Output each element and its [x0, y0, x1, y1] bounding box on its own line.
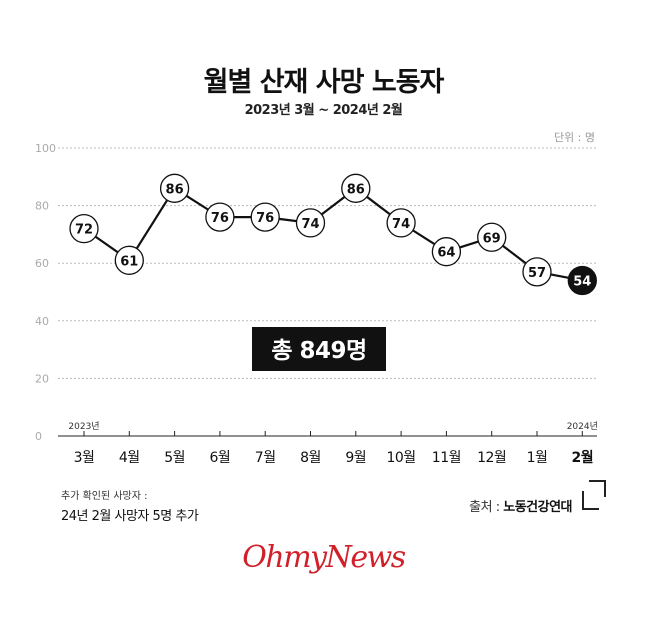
chart-title: 월별 산재 사망 노동자: [203, 67, 445, 98]
data-point: [431, 237, 462, 267]
x-tick-label: 10월: [386, 450, 415, 466]
x-tick-label: 5월: [164, 450, 185, 466]
series-line: [83, 187, 583, 282]
source-prefix: 출처 :: [469, 500, 504, 515]
source-credit: 출처 : 노동건강연대: [469, 496, 572, 515]
y-tick-label: 80: [35, 200, 49, 213]
data-label: 76: [211, 211, 229, 226]
chart-subtitle: 2023년 3월 ~ 2024년 2월: [244, 103, 403, 118]
footnote: 추가 확인된 사망자 : 24년 2월 사망자 5명 추가: [61, 487, 199, 524]
x-tick-label: 4월: [119, 450, 140, 466]
footnote-line-1: 추가 확인된 사망자 :: [61, 491, 148, 502]
data-label: 61: [120, 254, 138, 269]
data-point: [114, 245, 144, 275]
year-marker: 2023년: [68, 421, 99, 432]
data-point: [386, 208, 416, 238]
data-point: [250, 202, 280, 232]
data-label: 69: [483, 231, 501, 246]
unit-label: 단위 : 명: [553, 131, 595, 144]
total-badge: [252, 327, 386, 371]
data-point: [477, 222, 507, 252]
data-label: 64: [437, 246, 455, 261]
data-point: [159, 173, 190, 203]
total-label: 총 849명: [271, 338, 366, 364]
brand-logo: OhmyNews: [242, 540, 406, 575]
source-org: 노동건강연대: [503, 500, 572, 515]
x-tick-label: 8월: [300, 450, 321, 466]
y-tick-label: 0: [35, 430, 42, 443]
data-point: [295, 208, 326, 238]
year-marker: 2024년: [567, 421, 598, 432]
data-label: 54: [573, 274, 591, 289]
data-point: [522, 257, 552, 287]
footnote-line-2: 24년 2월 사망자 5명 추가: [61, 509, 199, 524]
data-point: [567, 265, 597, 296]
data-label: 86: [347, 182, 365, 197]
data-label: 76: [256, 211, 274, 226]
x-tick-label: 11월: [432, 450, 461, 466]
data-point: [69, 213, 99, 244]
data-point: [341, 173, 371, 203]
x-tick-label: 12월: [477, 450, 506, 466]
x-tick-label: 2월: [571, 449, 593, 466]
data-label: 74: [392, 217, 410, 232]
x-tick-label: 6월: [210, 450, 231, 466]
data-label: 86: [166, 182, 184, 197]
data-label: 72: [75, 223, 93, 238]
y-tick-label: 20: [35, 372, 49, 385]
data-label: 57: [528, 266, 546, 281]
y-tick-label: 60: [35, 257, 49, 270]
data-point: [205, 202, 235, 232]
x-tick-label: 1월: [527, 450, 548, 466]
x-tick-label: 3월: [74, 450, 95, 466]
line-chart: 0 20 40 60 80 100 3월 4월 5월 6월 7월 8월 9월 10월 11월 12월 1월 2월 2…: [35, 142, 598, 466]
source-logo-icon: [582, 480, 606, 510]
y-tick-label: 100: [35, 142, 56, 155]
y-tick-label: 40: [35, 315, 49, 328]
data-label: 74: [301, 217, 319, 232]
x-tick-label: 7월: [255, 450, 276, 466]
x-tick-label: 9월: [345, 450, 366, 466]
